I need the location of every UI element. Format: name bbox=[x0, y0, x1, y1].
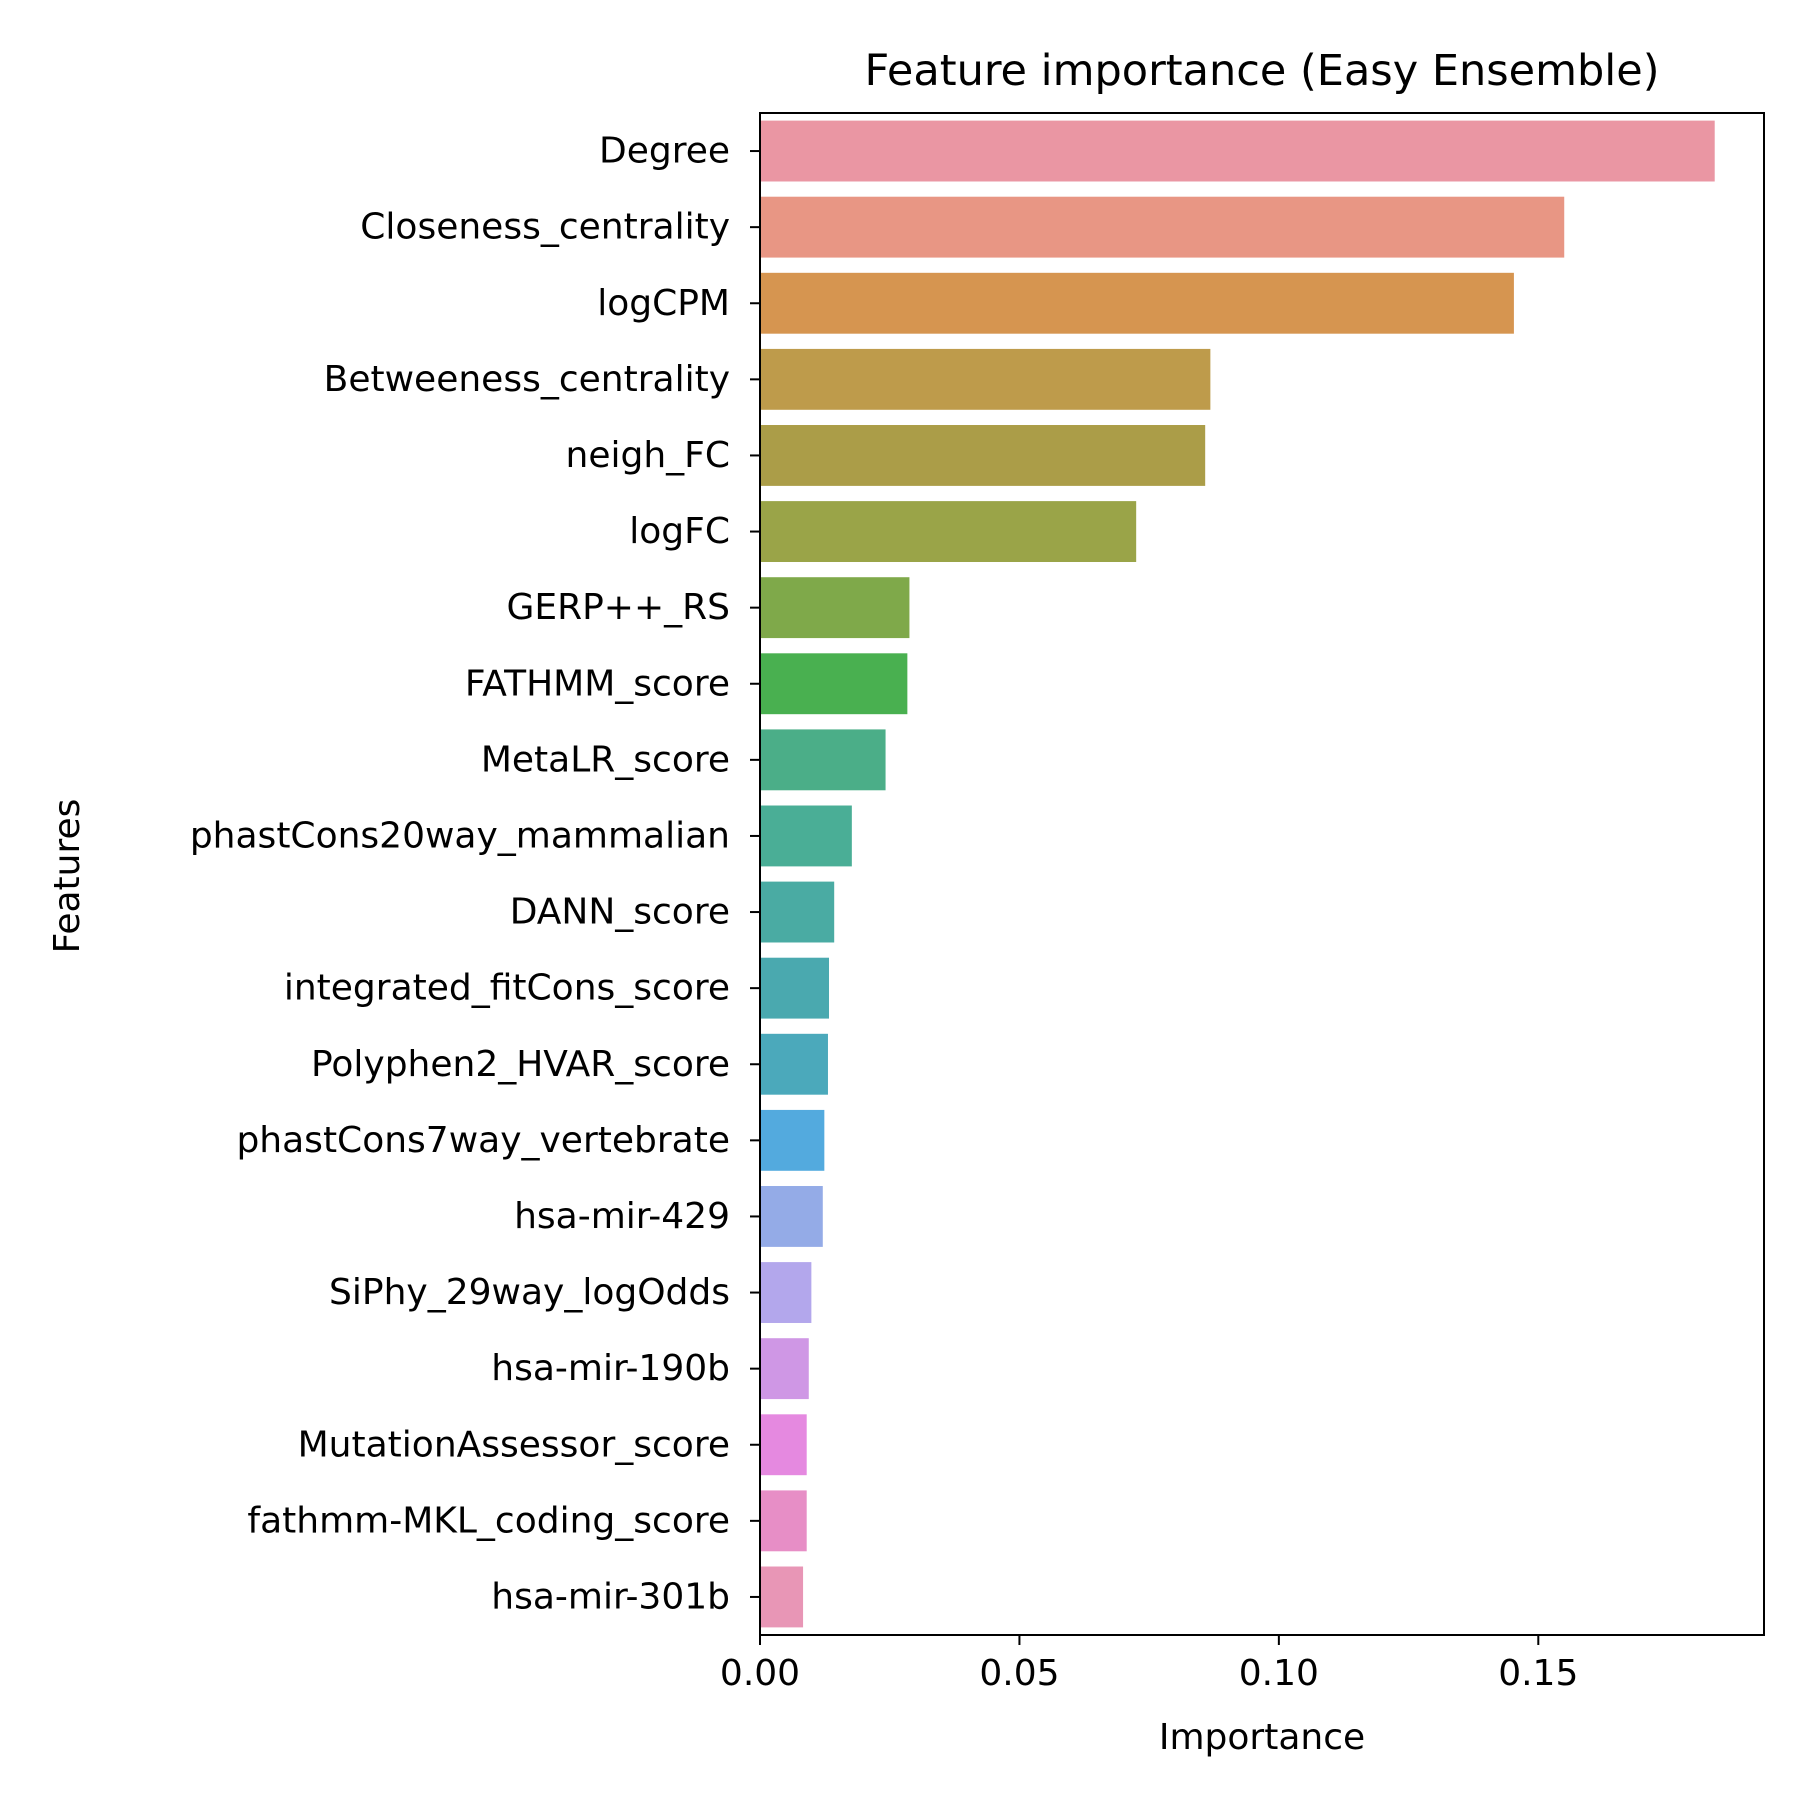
bar-16 bbox=[760, 1338, 809, 1400]
bar-14 bbox=[760, 1186, 823, 1247]
x-tick-label-0: 0.00 bbox=[720, 1653, 800, 1694]
x-tick-label-3: 0.15 bbox=[1498, 1653, 1578, 1694]
bar-5 bbox=[760, 501, 1137, 562]
x-axis-label: Importance bbox=[1159, 1717, 1365, 1758]
bar-18 bbox=[760, 1490, 807, 1552]
x-tick-label-2: 0.10 bbox=[1239, 1653, 1319, 1694]
y-tick-label-9: phastCons20way_mammalian bbox=[190, 815, 730, 856]
bar-0 bbox=[760, 120, 1715, 182]
y-tick-label-2: logCPM bbox=[597, 283, 730, 324]
bar-8 bbox=[760, 729, 886, 791]
bar-17 bbox=[760, 1414, 807, 1476]
y-tick-label-11: integrated_fitCons_score bbox=[284, 968, 730, 1009]
y-tick-label-16: hsa-mir-190b bbox=[491, 1348, 730, 1389]
bar-3 bbox=[760, 348, 1211, 410]
bar-2 bbox=[760, 272, 1514, 334]
bar-9 bbox=[760, 805, 852, 867]
y-axis-label: Features bbox=[47, 799, 88, 954]
bar-12 bbox=[760, 1033, 828, 1095]
y-tick-label-15: SiPhy_29way_logOdds bbox=[329, 1272, 730, 1313]
y-tick-label-1: Closeness_centrality bbox=[360, 207, 730, 248]
y-tick-label-4: neigh_FC bbox=[566, 435, 730, 476]
x-ticks: 0.00 0.05 0.10 0.15 bbox=[720, 1635, 1578, 1694]
y-tick-label-14: hsa-mir-429 bbox=[514, 1196, 730, 1237]
bar-11 bbox=[760, 957, 830, 1019]
y-tick-label-6: GERP++_RS bbox=[506, 587, 730, 628]
bar-10 bbox=[760, 881, 835, 943]
bar-15 bbox=[760, 1262, 812, 1323]
y-tick-label-18: fathmm-MKL_coding_score bbox=[247, 1500, 730, 1541]
chart-title: Feature importance (Easy Ensemble) bbox=[865, 46, 1660, 96]
plot-frame bbox=[759, 112, 1765, 1636]
bar-4 bbox=[760, 425, 1206, 486]
y-tick-label-3: Betweeness_centrality bbox=[324, 359, 730, 400]
y-tick-label-8: MetaLR_score bbox=[481, 739, 730, 780]
y-tick-label-7: FATHMM_score bbox=[465, 663, 730, 704]
y-tick-label-10: DANN_score bbox=[510, 892, 730, 933]
bars-layer bbox=[760, 120, 1715, 1628]
y-tick-label-0: Degree bbox=[599, 131, 730, 172]
x-tick-label-1: 0.05 bbox=[979, 1653, 1059, 1694]
bar-6 bbox=[760, 577, 910, 639]
y-tick-labels: Degree Closeness_centrality logCPM Betweene… bbox=[190, 131, 760, 1617]
bar-19 bbox=[760, 1566, 804, 1628]
bar-13 bbox=[760, 1109, 825, 1171]
y-tick-label-13: phastCons7way_vertebrate bbox=[236, 1120, 730, 1161]
y-tick-label-5: logFC bbox=[629, 511, 730, 552]
bar-7 bbox=[760, 653, 908, 715]
y-tick-label-12: Polyphen2_HVAR_score bbox=[311, 1044, 730, 1085]
y-tick-label-19: hsa-mir-301b bbox=[491, 1576, 730, 1617]
y-tick-label-17: MutationAssessor_score bbox=[298, 1424, 730, 1465]
bar-1 bbox=[760, 196, 1565, 258]
